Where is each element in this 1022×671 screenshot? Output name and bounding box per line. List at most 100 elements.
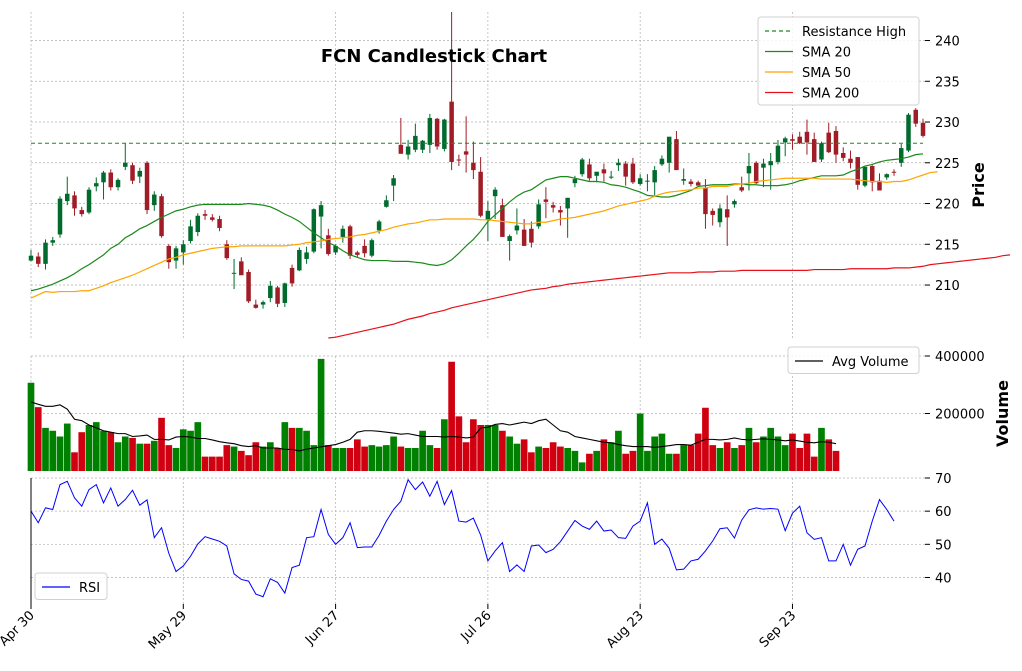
x-tick-label: Apr 30 bbox=[0, 608, 38, 649]
candle-body bbox=[898, 148, 904, 163]
price-y-tick-label: 225 bbox=[935, 157, 960, 172]
volume-bar bbox=[216, 456, 223, 471]
candle-body bbox=[195, 215, 201, 233]
candle-body bbox=[529, 228, 534, 243]
volume-bar bbox=[673, 453, 680, 471]
candle-body bbox=[797, 136, 802, 144]
candle-body bbox=[297, 249, 302, 271]
volume-y-tick-label: 400000 bbox=[935, 350, 985, 365]
price-axis-label: Price bbox=[969, 162, 988, 208]
candle-body bbox=[855, 157, 860, 185]
volume-bar bbox=[433, 448, 441, 471]
candle-body bbox=[688, 181, 694, 184]
price-panel bbox=[28, 12, 1011, 339]
x-tick-label: May 29 bbox=[146, 608, 190, 652]
volume-bar bbox=[615, 430, 622, 471]
candle-body bbox=[775, 145, 781, 162]
candle-body bbox=[456, 159, 462, 161]
candle-body bbox=[260, 302, 266, 305]
volume-bar bbox=[266, 442, 274, 471]
volume-bar bbox=[56, 436, 64, 471]
rsi-y-tick-label: 60 bbox=[935, 505, 952, 520]
volume-bar bbox=[303, 430, 310, 471]
volume-bar bbox=[150, 440, 158, 471]
volume-bar bbox=[354, 439, 361, 471]
rsi-y-tick-label: 50 bbox=[935, 538, 952, 553]
candle-body bbox=[710, 210, 715, 215]
volume-bar bbox=[818, 427, 825, 471]
volume-bar bbox=[129, 437, 136, 471]
candle-body bbox=[594, 171, 599, 176]
legend-frame bbox=[34, 572, 108, 600]
candle-body bbox=[724, 209, 730, 218]
candle-body bbox=[666, 136, 672, 163]
volume-bar bbox=[179, 429, 187, 471]
volume-bar bbox=[361, 446, 368, 471]
volume-bar bbox=[419, 430, 426, 471]
volume-bar bbox=[230, 446, 238, 471]
candle-body bbox=[920, 122, 926, 136]
candle-body bbox=[210, 217, 215, 220]
volume-bar bbox=[455, 416, 463, 471]
volume-bar bbox=[441, 419, 448, 471]
volume-bar bbox=[310, 445, 318, 471]
candle-body bbox=[72, 195, 77, 209]
volume-bar bbox=[586, 453, 593, 471]
candle-body bbox=[137, 170, 143, 177]
candle-body bbox=[224, 244, 230, 259]
volume-bar bbox=[114, 442, 122, 471]
price-y-tick-label: 240 bbox=[935, 35, 960, 50]
candle-body bbox=[746, 166, 752, 174]
volume-bar bbox=[796, 448, 804, 471]
volume-bar bbox=[520, 439, 528, 471]
volume-bar bbox=[789, 433, 796, 471]
volume-bar bbox=[404, 448, 412, 471]
candle-body bbox=[848, 158, 853, 163]
candle-body bbox=[326, 235, 331, 255]
volume-bar bbox=[426, 445, 434, 471]
candle-body bbox=[101, 172, 106, 183]
candle-body bbox=[57, 198, 63, 235]
volume-bar bbox=[143, 443, 151, 471]
volume-bar bbox=[832, 450, 840, 471]
volume-bar bbox=[245, 455, 252, 471]
candle-body bbox=[398, 144, 404, 154]
volume-bar bbox=[810, 456, 818, 471]
candle-body bbox=[891, 171, 897, 173]
volume-bar bbox=[578, 462, 586, 471]
volume-bar bbox=[680, 445, 688, 471]
candle-body bbox=[463, 151, 469, 155]
volume-bar bbox=[571, 450, 579, 471]
volume-bar bbox=[375, 446, 383, 471]
candle-body bbox=[543, 199, 549, 202]
volume-bar bbox=[42, 427, 49, 471]
volume-bar bbox=[528, 452, 535, 471]
volume-bar bbox=[237, 450, 245, 471]
candle-body bbox=[268, 285, 273, 299]
candle-body bbox=[304, 252, 309, 259]
candle-body bbox=[811, 139, 817, 162]
candle-body bbox=[739, 187, 744, 191]
candle-body bbox=[246, 271, 251, 302]
legend-label: RSI bbox=[79, 581, 100, 596]
volume-bar bbox=[448, 361, 455, 471]
candle-body bbox=[376, 221, 382, 231]
candle-body bbox=[652, 170, 657, 183]
volume-bar bbox=[499, 430, 506, 471]
volume-bar bbox=[767, 427, 775, 471]
candle-body bbox=[369, 240, 375, 256]
volume-bar bbox=[339, 448, 347, 471]
volume-bar bbox=[49, 430, 57, 471]
candle-body bbox=[449, 101, 454, 162]
candle-body bbox=[753, 162, 759, 184]
candle-body bbox=[790, 139, 795, 141]
legend-frame bbox=[787, 346, 920, 374]
candle-body bbox=[405, 146, 411, 155]
candle-body bbox=[782, 138, 788, 143]
rsi-y-tick-label: 70 bbox=[935, 472, 952, 487]
volume-bar bbox=[63, 423, 71, 471]
volume-bar bbox=[491, 425, 499, 471]
volume-bar bbox=[803, 433, 811, 471]
volume-bar bbox=[564, 448, 571, 471]
volume-bar bbox=[462, 442, 470, 471]
